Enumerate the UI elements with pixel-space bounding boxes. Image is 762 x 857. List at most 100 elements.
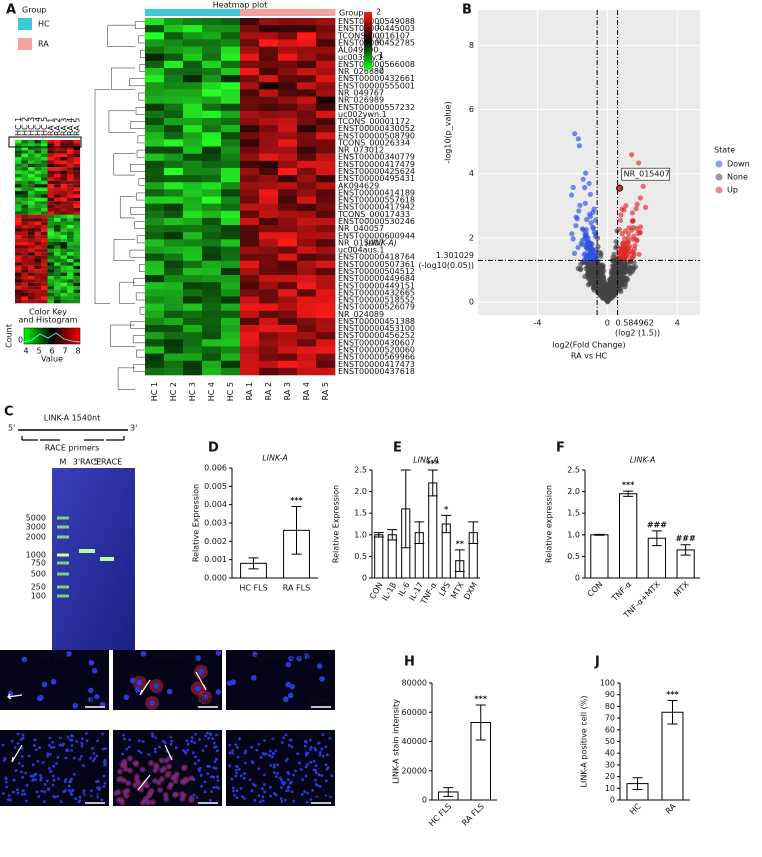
heatmap-cell [145, 125, 164, 132]
overview-cell [28, 140, 35, 144]
nucleus [18, 762, 21, 765]
nucleus [300, 768, 303, 771]
nucleus [170, 743, 173, 746]
heatmap-cell [145, 232, 164, 239]
overview-cell [28, 286, 35, 290]
nucleus [260, 756, 263, 759]
heatmap-cell [316, 346, 335, 353]
heatmap-cell [240, 239, 259, 246]
heatmap-cell [316, 97, 335, 104]
heatmap-cell [145, 32, 164, 39]
overview-cell [61, 171, 68, 175]
y-tick-label: 80000 [402, 679, 427, 688]
overview-cell [15, 279, 22, 283]
nucleus [154, 750, 157, 753]
nucleus [317, 663, 323, 669]
heatmap-cell [240, 168, 259, 175]
heatmap-cell [221, 232, 240, 239]
overview-cell [41, 188, 48, 192]
color-scale-label: 0 [376, 37, 381, 46]
nucleus [22, 737, 25, 740]
overview-cell [35, 225, 42, 229]
nucleus [52, 746, 55, 749]
nucleus [287, 786, 290, 789]
heatmap-cell [297, 168, 316, 175]
nucleus [286, 758, 289, 761]
volcano-point [611, 290, 616, 295]
legend-label: None [727, 173, 748, 182]
heatmap-cell [278, 139, 297, 146]
overview-cell [28, 262, 35, 266]
overview-cell [22, 143, 29, 147]
heatmap-cell [316, 161, 335, 168]
nucleus [56, 795, 59, 798]
heatmap-cell [297, 189, 316, 196]
overview-cell [74, 262, 81, 266]
overview-cell [48, 194, 55, 198]
nucleus [152, 801, 155, 804]
y-tick-label: 40000 [402, 737, 427, 746]
heatmap-cell [297, 61, 316, 68]
nucleus [40, 790, 43, 793]
heatmap-cell [221, 18, 240, 25]
y-axis-label: Relative Expression [332, 485, 341, 563]
heatmap-cell [221, 339, 240, 346]
overview-cell [28, 269, 35, 273]
overview-cell [67, 150, 74, 154]
heatmap-cell [221, 211, 240, 218]
heatmap-cell [240, 68, 259, 75]
nucleus [194, 733, 197, 736]
heatmap-cell [297, 161, 316, 168]
overview-cell [22, 242, 29, 246]
ladder-band [57, 536, 69, 539]
overview-cell [74, 249, 81, 253]
nucleus [89, 757, 92, 760]
overview-cell [61, 215, 68, 219]
heatmap-cell [297, 354, 316, 361]
volcano-point [577, 203, 582, 208]
overview-cell [15, 194, 22, 198]
overview-cell [67, 300, 74, 304]
volcano-point [621, 207, 626, 212]
heatmap-cell [297, 275, 316, 282]
nucleus [262, 795, 265, 798]
heatmap-cell [145, 82, 164, 89]
group-bar [202, 9, 221, 16]
heatmap-cell [164, 232, 183, 239]
significance: ### [647, 520, 667, 529]
heatmap-cell [145, 289, 164, 296]
overview-cell [54, 222, 61, 226]
heatmap-cell [278, 246, 297, 253]
nucleus [252, 783, 255, 786]
heatmap-cell [202, 111, 221, 118]
nucleus [17, 792, 20, 795]
overview-cell [28, 154, 35, 158]
heatmap-cell [183, 361, 202, 368]
heatmap-cell [221, 25, 240, 32]
heatmap-cell [164, 75, 183, 82]
significance: * [444, 505, 449, 514]
heatmap-cell [145, 168, 164, 175]
heatmap-cell [202, 304, 221, 311]
volcano-point [636, 252, 641, 257]
nucleus [318, 773, 321, 776]
nucleus [134, 762, 137, 765]
heatmap-cell [221, 268, 240, 275]
heatmap-cell [164, 168, 183, 175]
nucleus [236, 789, 239, 792]
panel-label: A [6, 3, 16, 18]
nucleus [126, 789, 129, 792]
heatmap-cell [297, 282, 316, 289]
overview-cell [61, 249, 68, 253]
overview-cell [22, 208, 29, 212]
heatmap-cell [278, 311, 297, 318]
nucleus [137, 749, 140, 752]
heatmap-cell [221, 175, 240, 182]
overview-cell [28, 296, 35, 300]
overview-cell [35, 269, 42, 273]
heatmap-cell [145, 332, 164, 339]
overview-cell [67, 211, 74, 215]
overview-cell [35, 181, 42, 185]
overview-cell [67, 174, 74, 178]
overview-cell [67, 191, 74, 195]
